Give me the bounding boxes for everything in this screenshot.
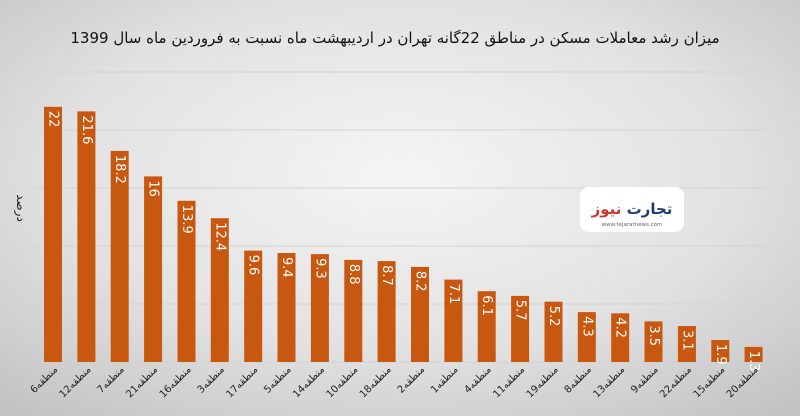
bar	[544, 301, 563, 362]
bar-value-label: 12.4	[212, 222, 227, 251]
bar	[144, 176, 163, 362]
bar	[277, 253, 296, 362]
bar-value-label: 9.4	[279, 257, 294, 278]
y-axis-label: درصد	[13, 194, 28, 222]
bar-value-label: 22	[46, 111, 61, 128]
bar-value-label: 4.3	[579, 316, 594, 337]
logo-text-part-b: نیوز	[591, 200, 622, 218]
bar	[477, 291, 496, 362]
bar-value-label: 4.2	[613, 317, 628, 338]
bar	[310, 254, 329, 362]
logo-text-part-a: تجارت	[627, 200, 673, 218]
bar-value-label: 8.8	[346, 264, 361, 285]
bar-value-label: 6.1	[479, 295, 494, 316]
bar	[411, 266, 429, 362]
bar-value-label: 13.9	[179, 205, 194, 234]
tejaratnews-logo: تجارت نیوز www.tejaratnews.com	[580, 187, 684, 232]
bar-value-label: 1.9	[713, 344, 728, 365]
bar	[511, 295, 530, 362]
bar-value-label: 8.7	[379, 265, 394, 286]
bar	[77, 111, 96, 363]
bar-value-label: 1.3	[746, 351, 761, 372]
bar	[744, 346, 763, 362]
bar-value-label: 7.1	[446, 284, 461, 305]
bar-value-label: 8.2	[413, 271, 428, 292]
bar-value-label: 3.1	[679, 330, 694, 351]
bar-value-label: 9.3	[312, 258, 327, 279]
bar-value-label: 5.7	[513, 300, 528, 321]
bar-value-label: 5.2	[546, 306, 561, 327]
bar	[644, 321, 663, 362]
bar	[611, 313, 630, 362]
bar	[377, 261, 396, 362]
bar	[44, 106, 62, 362]
bar	[444, 279, 463, 362]
bar	[244, 250, 263, 362]
bar-value-label: 9.6	[246, 255, 261, 276]
bar-value-label: 16	[146, 180, 161, 197]
bar	[677, 326, 696, 362]
bar	[210, 218, 229, 362]
bar-value-label: 21.6	[79, 115, 94, 144]
bar	[177, 200, 196, 362]
bar-value-label: 3.5	[646, 325, 661, 346]
chart-title: میزان رشد معاملات مسکن در مناطق 22گانه ت…	[70, 29, 719, 47]
bar	[344, 259, 363, 362]
logo-background	[580, 187, 684, 232]
bar-value-label: 18.2	[112, 155, 127, 184]
bar	[110, 150, 129, 362]
bar	[577, 312, 596, 362]
logo-url: www.tejaratnews.com	[602, 222, 663, 228]
bar	[711, 340, 730, 362]
logo-text: تجارت نیوز	[591, 200, 673, 218]
